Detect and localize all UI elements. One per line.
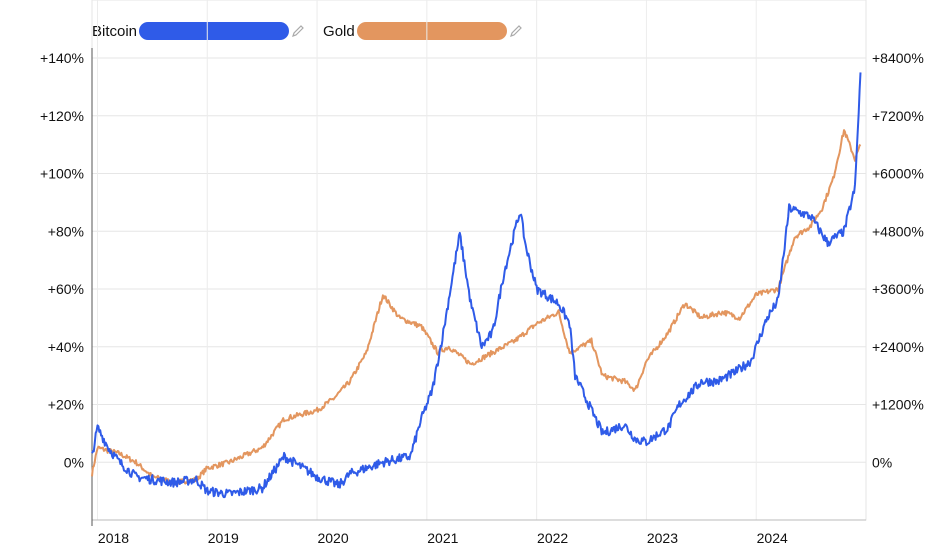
x-tick-label: 2023 xyxy=(647,530,678,546)
series-line-bitcoin xyxy=(91,72,862,499)
plot-frame xyxy=(91,0,867,521)
y-right-tick-label: 0% xyxy=(872,454,892,470)
y-right-tick-label: +2400% xyxy=(872,339,924,355)
legend-label-gold: Gold xyxy=(323,22,355,40)
y-left-tick-label: +80% xyxy=(48,223,84,239)
y-right-tick-label: +4800% xyxy=(872,223,924,239)
legend-swatch-gold xyxy=(356,22,507,40)
y-left-tick-label: +120% xyxy=(40,108,84,124)
y-right-tick-label: +7200% xyxy=(872,108,924,124)
legend: Bitcoin Gold xyxy=(92,22,523,40)
y-left-tick-label: 0% xyxy=(64,454,84,470)
x-tick-label: 2020 xyxy=(317,530,348,546)
y-right-tick-label: +8400% xyxy=(872,50,924,66)
y-right-tick-label: +3600% xyxy=(872,281,924,297)
y-left-tick-label: +140% xyxy=(40,50,84,66)
legend-item-gold[interactable]: Gold xyxy=(323,22,523,40)
y-left-tick-label: +20% xyxy=(48,397,84,413)
x-tick-label: 2024 xyxy=(757,530,788,546)
pencil-icon[interactable] xyxy=(509,24,523,38)
x-tick-label: 2021 xyxy=(427,530,458,546)
axes: 0% +20% +40% +60% +80% +100% +120% +140% 0% +1200… xyxy=(40,48,924,546)
grid xyxy=(91,0,867,521)
legend-label-bitcoin: Bitcoin xyxy=(92,22,138,40)
x-tick-label: 2022 xyxy=(537,530,568,546)
y-right-tick-label: +6000% xyxy=(872,166,924,182)
y-left-tick-label: +60% xyxy=(48,281,84,297)
series-layer xyxy=(91,72,862,499)
pencil-icon[interactable] xyxy=(291,24,305,38)
legend-swatch-bitcoin xyxy=(139,22,290,40)
y-right-tick-label: +1200% xyxy=(872,397,924,413)
legend-item-bitcoin[interactable]: Bitcoin xyxy=(92,22,305,40)
y-left-tick-label: +40% xyxy=(48,339,84,355)
series-line-gold xyxy=(91,129,862,486)
x-tick-label: 2018 xyxy=(98,530,129,546)
y-left-tick-label: +100% xyxy=(40,166,84,182)
x-tick-label: 2019 xyxy=(208,530,239,546)
